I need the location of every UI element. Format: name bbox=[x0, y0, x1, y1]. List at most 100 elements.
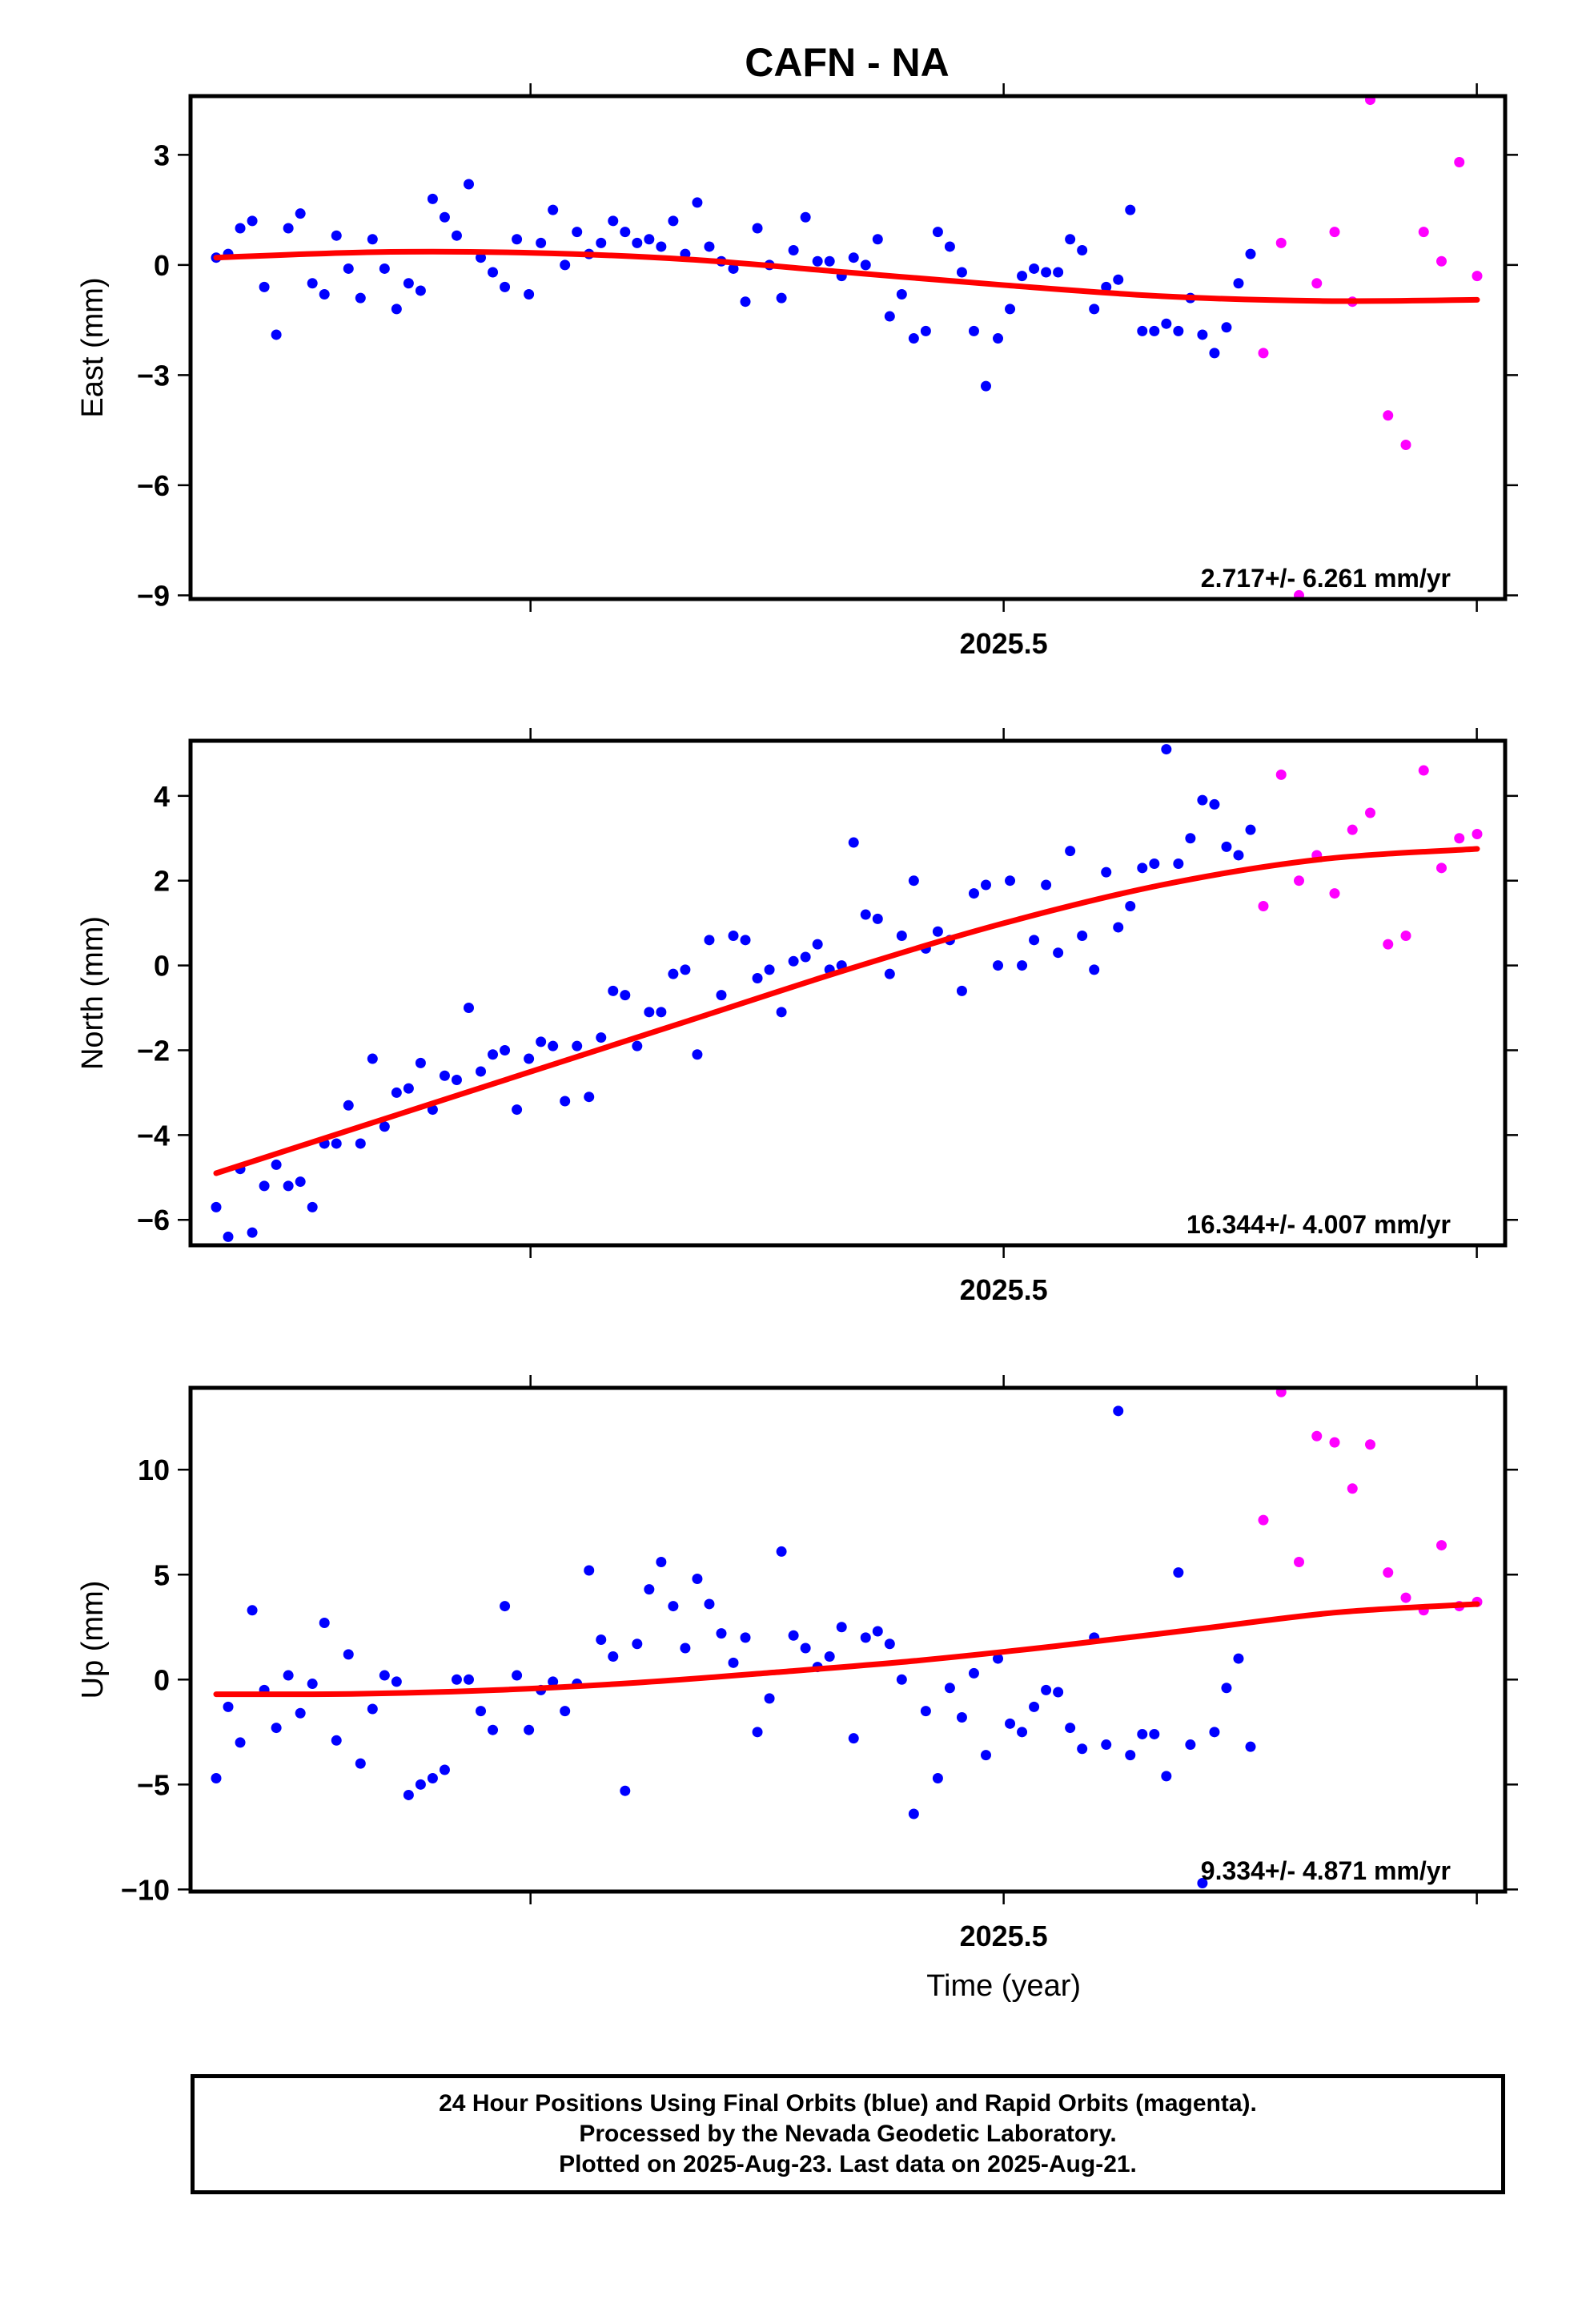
rapid-orbit-point bbox=[1329, 1437, 1340, 1448]
final-orbit-point bbox=[1065, 234, 1076, 245]
rapid-orbit-point bbox=[1258, 1514, 1269, 1526]
footer-line-1: 24 Hour Positions Using Final Orbits (bl… bbox=[439, 2090, 1257, 2117]
final-orbit-point bbox=[956, 1711, 967, 1723]
final-orbit-point bbox=[764, 1693, 775, 1704]
final-orbit-point bbox=[307, 1679, 318, 1690]
final-orbit-point bbox=[800, 211, 811, 223]
final-orbit-point bbox=[993, 333, 1004, 344]
final-orbit-point bbox=[1197, 329, 1208, 340]
final-orbit-point bbox=[463, 1674, 474, 1685]
final-orbit-point bbox=[668, 1601, 679, 1612]
rapid-orbit-point bbox=[1347, 824, 1358, 835]
final-orbit-point bbox=[644, 1007, 655, 1018]
final-orbit-point bbox=[403, 1083, 414, 1094]
y-tick-label: −6 bbox=[137, 469, 170, 502]
final-orbit-point bbox=[764, 964, 775, 975]
final-orbit-point bbox=[1125, 900, 1136, 911]
final-orbit-point bbox=[259, 281, 270, 292]
final-orbit-point bbox=[800, 951, 811, 963]
final-orbit-point bbox=[752, 1727, 763, 1738]
x-tick-label: 2025.5 bbox=[960, 1920, 1048, 1952]
final-orbit-point bbox=[536, 1036, 547, 1047]
final-orbit-point bbox=[512, 234, 523, 245]
final-orbit-point bbox=[944, 241, 955, 252]
final-orbit-point bbox=[1113, 1405, 1124, 1417]
final-orbit-point bbox=[980, 380, 991, 392]
final-orbit-point bbox=[524, 1724, 535, 1735]
final-orbit-point bbox=[932, 1772, 943, 1783]
trend-line bbox=[213, 846, 1480, 1176]
final-orbit-point bbox=[235, 223, 246, 234]
x-tick-label: 2025.5 bbox=[960, 1273, 1048, 1306]
final-orbit-point bbox=[1041, 1684, 1052, 1695]
final-orbit-point bbox=[1089, 964, 1100, 975]
final-orbit-point bbox=[728, 931, 739, 942]
final-orbit-point bbox=[331, 1138, 342, 1149]
final-orbit-point bbox=[1137, 1728, 1148, 1739]
final-orbit-point bbox=[379, 1121, 390, 1132]
y-tick-label: −2 bbox=[137, 1034, 170, 1067]
rapid-orbit-point bbox=[1365, 96, 1375, 106]
footer-line-3: Plotted on 2025-Aug-23. Last data on 202… bbox=[559, 2151, 1137, 2177]
y-tick-label: −9 bbox=[137, 579, 170, 612]
final-orbit-point bbox=[548, 1676, 559, 1687]
final-orbit-point bbox=[500, 281, 511, 292]
final-orbit-point bbox=[980, 879, 991, 891]
final-orbit-point bbox=[1125, 204, 1136, 215]
final-orbit-point bbox=[283, 1670, 294, 1681]
rapid-orbit-point bbox=[1365, 1439, 1375, 1450]
final-orbit-point bbox=[560, 1096, 571, 1107]
final-orbit-point bbox=[1173, 858, 1184, 870]
final-orbit-point bbox=[463, 179, 474, 190]
final-orbit-point bbox=[680, 1642, 691, 1654]
trend-line bbox=[213, 248, 1480, 304]
final-orbit-point bbox=[500, 1601, 511, 1612]
final-orbit-point bbox=[391, 304, 402, 315]
rapid-orbit-point bbox=[1294, 875, 1304, 887]
final-orbit-point bbox=[788, 1630, 799, 1641]
final-orbit-point bbox=[872, 1626, 883, 1637]
final-orbit-point bbox=[620, 990, 631, 1001]
footer-line-2: Processed by the Nevada Geodetic Laborat… bbox=[579, 2121, 1117, 2147]
final-orbit-point bbox=[415, 1779, 426, 1790]
final-orbit-point bbox=[439, 1764, 450, 1775]
final-orbit-point bbox=[788, 955, 799, 967]
final-orbit-point bbox=[1221, 841, 1232, 852]
plot-frame bbox=[188, 1385, 1508, 1894]
final-orbit-point bbox=[1065, 846, 1076, 857]
final-orbit-point bbox=[560, 1706, 571, 1717]
final-orbit-point bbox=[391, 1087, 402, 1098]
final-orbit-point bbox=[968, 1667, 979, 1679]
final-orbit-point bbox=[776, 1007, 787, 1018]
final-orbit-point bbox=[692, 1049, 703, 1060]
y-tick-label: 0 bbox=[154, 950, 170, 983]
final-orbit-point bbox=[307, 278, 318, 289]
final-orbit-point bbox=[1077, 1743, 1088, 1755]
final-orbit-point bbox=[295, 208, 306, 219]
plot-frame bbox=[188, 94, 1508, 601]
final-orbit-point bbox=[620, 1785, 631, 1796]
final-orbit-point bbox=[524, 289, 535, 300]
final-orbit-point bbox=[223, 1231, 234, 1242]
final-orbit-point bbox=[692, 1573, 703, 1584]
final-orbit-point bbox=[656, 1007, 667, 1018]
final-orbit-point bbox=[1173, 325, 1184, 336]
rapid-orbit-point bbox=[1472, 828, 1483, 839]
rapid-orbit-point bbox=[1311, 1430, 1323, 1441]
rapid-orbit-point bbox=[1275, 237, 1287, 248]
final-orbit-point bbox=[1053, 1687, 1064, 1698]
final-orbit-point bbox=[331, 1735, 342, 1746]
final-orbit-point bbox=[1149, 1728, 1160, 1739]
final-orbit-point bbox=[295, 1176, 306, 1188]
final-orbit-point bbox=[211, 1772, 222, 1783]
final-orbit-point bbox=[848, 252, 859, 263]
final-orbit-point bbox=[956, 985, 967, 996]
panel-east: 3 0 −3 −6 −9 2025.5 East (mm) 2.717+/- 6.261 mm… bbox=[76, 83, 1518, 660]
rapid-orbit-point bbox=[1436, 1540, 1447, 1551]
final-orbit-point bbox=[800, 1642, 811, 1654]
y-tick-label: −10 bbox=[121, 1873, 170, 1906]
final-orbit-point bbox=[1029, 1701, 1040, 1712]
final-orbit-point bbox=[716, 1628, 727, 1639]
plot-frame bbox=[188, 738, 1508, 1248]
final-orbit-point bbox=[1017, 960, 1028, 971]
